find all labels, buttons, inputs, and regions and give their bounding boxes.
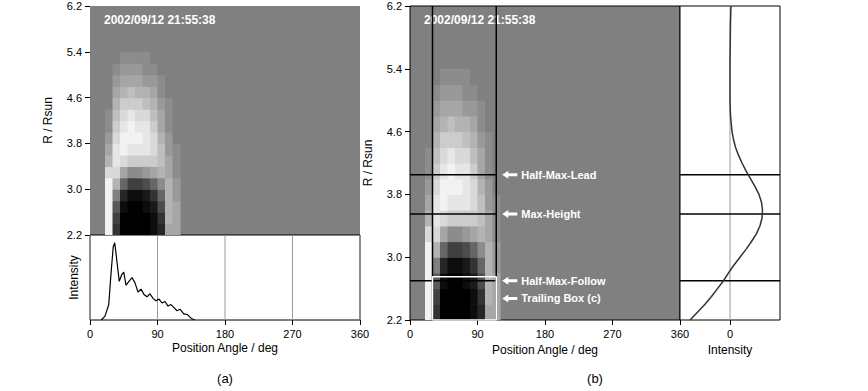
svg-text:6.2: 6.2 — [67, 0, 82, 12]
svg-text:3.8: 3.8 — [67, 137, 82, 149]
svg-text:2.2: 2.2 — [67, 229, 82, 241]
svg-text:4.6: 4.6 — [67, 92, 82, 104]
svg-text:Trailing Box (c): Trailing Box (c) — [521, 292, 601, 304]
svg-text:2002/09/12 21:55:38: 2002/09/12 21:55:38 — [424, 13, 536, 27]
svg-text:(a): (a) — [217, 371, 233, 386]
svg-text:90: 90 — [151, 328, 163, 340]
svg-text:2002/09/12 21:55:38: 2002/09/12 21:55:38 — [104, 13, 216, 27]
svg-text:0: 0 — [407, 328, 413, 340]
svg-text:90: 90 — [471, 328, 483, 340]
svg-text:180: 180 — [536, 328, 554, 340]
svg-text:4.6: 4.6 — [387, 126, 402, 138]
svg-text:0: 0 — [727, 328, 733, 340]
svg-text:Position Angle / deg: Position Angle / deg — [172, 341, 278, 355]
svg-text:Position Angle / deg: Position Angle / deg — [492, 343, 598, 357]
svg-text:180: 180 — [216, 328, 234, 340]
svg-text:R / Rsun: R / Rsun — [361, 140, 375, 187]
svg-text:Max-Height: Max-Height — [521, 208, 581, 220]
svg-text:Intensity: Intensity — [67, 255, 81, 300]
svg-text:5.4: 5.4 — [67, 46, 82, 58]
svg-text:5.4: 5.4 — [387, 63, 402, 75]
svg-text:2.2: 2.2 — [387, 314, 402, 326]
svg-text:360: 360 — [351, 328, 369, 340]
svg-text:3.0: 3.0 — [387, 251, 402, 263]
svg-text:270: 270 — [283, 328, 301, 340]
svg-text:Half-Max-Lead: Half-Max-Lead — [521, 169, 596, 181]
svg-text:Intensity: Intensity — [708, 343, 753, 357]
svg-text:270: 270 — [603, 328, 621, 340]
svg-text:0: 0 — [87, 328, 93, 340]
svg-text:(b): (b) — [587, 371, 603, 386]
svg-text:360: 360 — [671, 328, 689, 340]
svg-text:3.8: 3.8 — [387, 188, 402, 200]
svg-text:R / Rsun: R / Rsun — [41, 97, 55, 144]
svg-text:3.0: 3.0 — [67, 183, 82, 195]
svg-text:6.2: 6.2 — [387, 0, 402, 12]
svg-text:Half-Max-Follow: Half-Max-Follow — [521, 275, 606, 287]
